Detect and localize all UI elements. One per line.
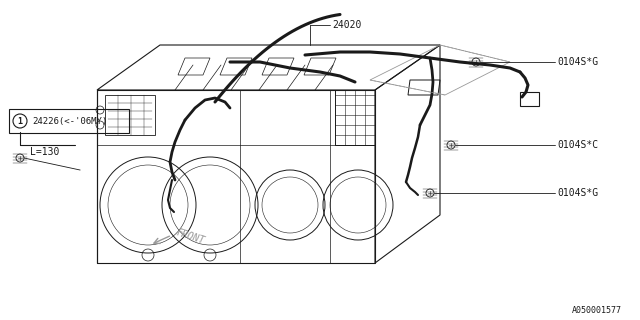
Text: 0104S*C: 0104S*C: [557, 140, 598, 150]
Text: FRONT: FRONT: [175, 228, 206, 246]
Text: 24020: 24020: [332, 20, 362, 30]
Text: 24226(<-'06MY): 24226(<-'06MY): [32, 116, 108, 125]
Text: 0104S*G: 0104S*G: [557, 188, 598, 198]
Text: L=130: L=130: [30, 147, 60, 157]
Text: 1: 1: [17, 116, 22, 125]
Text: 0104S*G: 0104S*G: [557, 57, 598, 67]
Text: A050001577: A050001577: [572, 306, 622, 315]
